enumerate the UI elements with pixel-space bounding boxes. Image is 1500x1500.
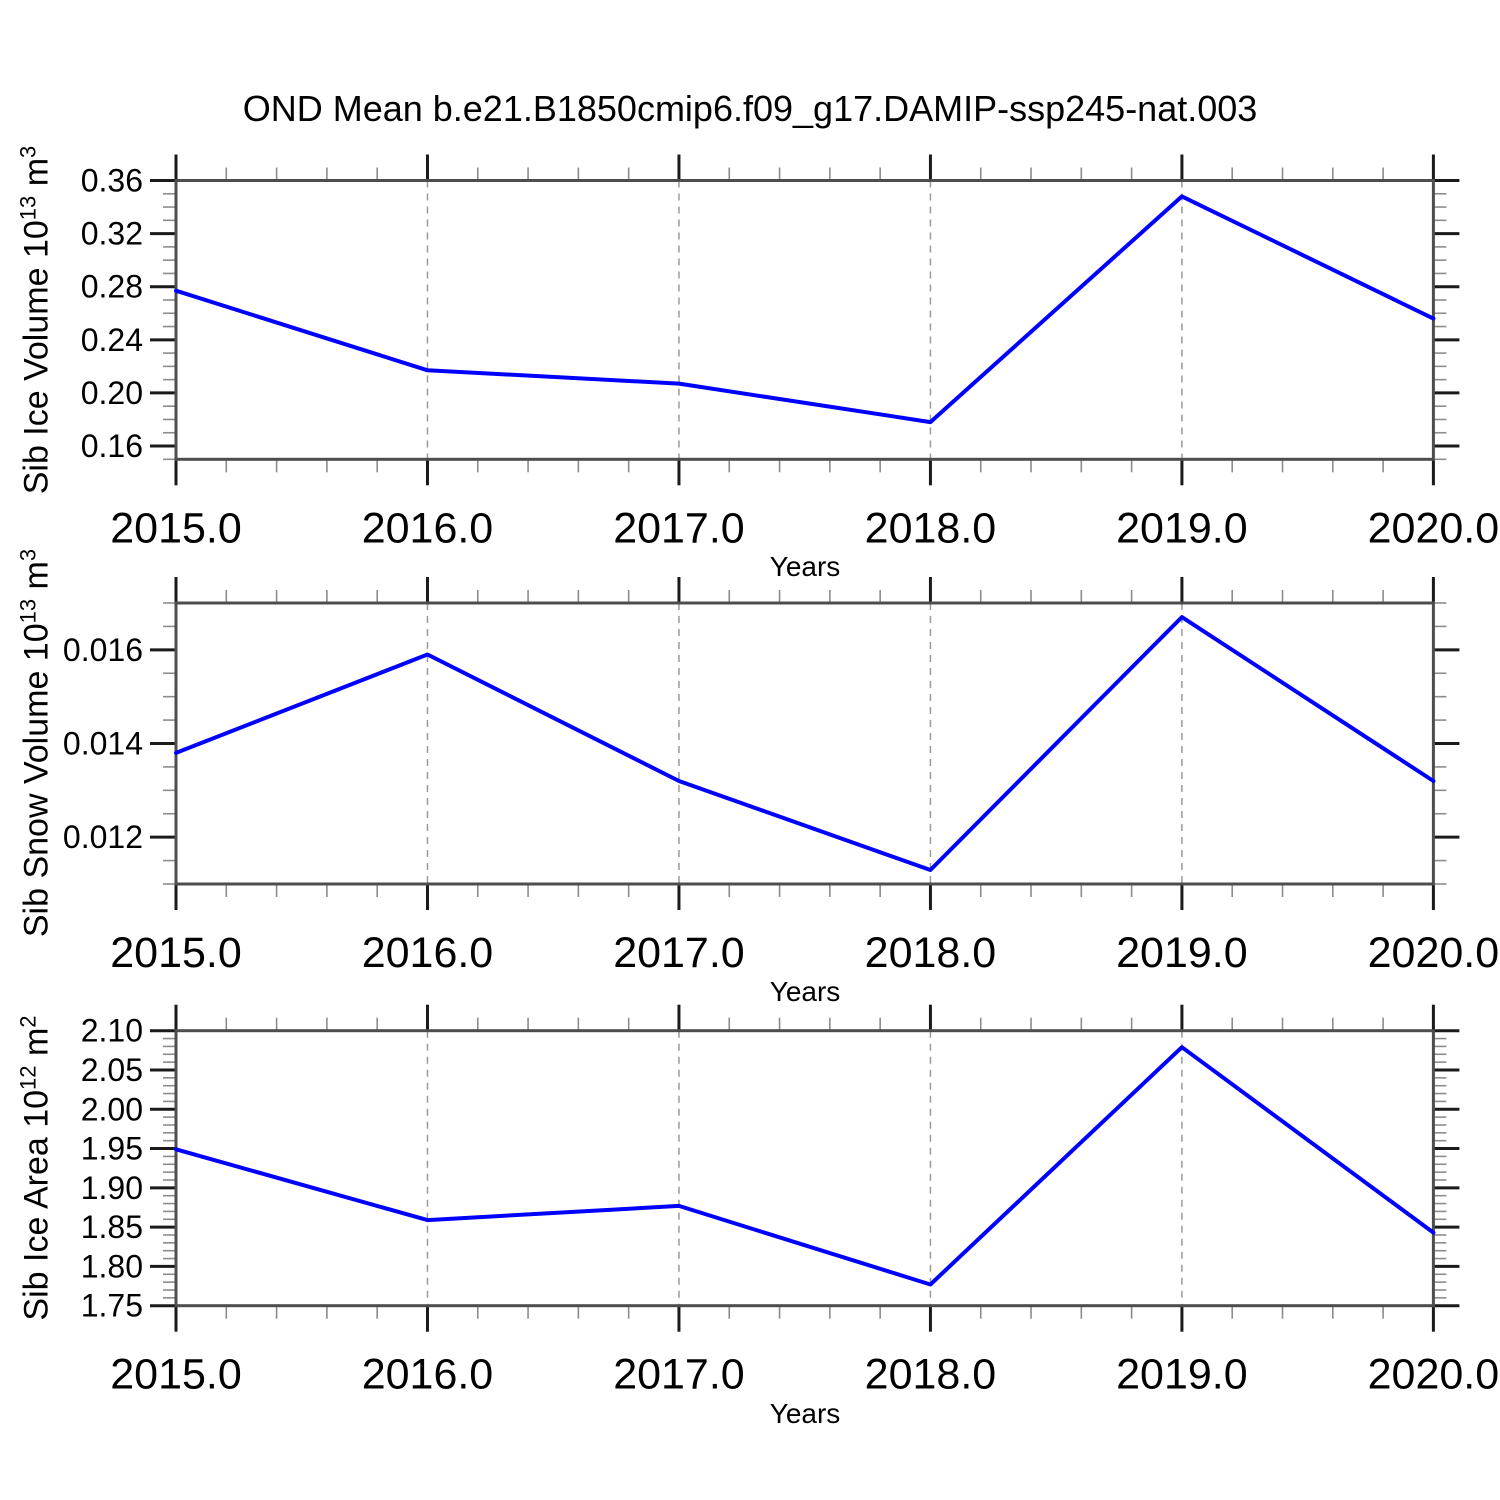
y-tick-label: 1.75 [81, 1288, 143, 1324]
x-tick-label: 2017.0 [613, 1351, 745, 1399]
x-tick-label: 2016.0 [362, 1351, 494, 1399]
x-tick-label: 2017.0 [613, 504, 745, 552]
y-tick-label: 0.20 [81, 375, 143, 411]
x-tick-label: 2020.0 [1368, 1351, 1500, 1399]
plot-frame [174, 601, 1435, 886]
y-tick-label: 0.32 [81, 216, 143, 252]
y-axis-label-exponent: 12 [15, 1065, 41, 1090]
panel-sib-snow-volume: 2015.0 2016.0 2017.0 2018.0 2019.0 2020.0 0.01… [63, 577, 1499, 977]
y-axis-label-unit: m [17, 1027, 56, 1066]
panel-sib-ice-volume: 2015.0 2016.0 2017.0 2018.0 2019.0 2020.0 0.16… [81, 154, 1500, 552]
y-tick-label: 0.24 [81, 322, 143, 358]
y-tick-label: 0.28 [81, 269, 143, 305]
x-tick-label: 2015.0 [110, 929, 242, 977]
y-axis-label-exponent: 13 [15, 598, 41, 624]
x-tick-label: 2020.0 [1368, 504, 1500, 552]
y-tick-label: 1.80 [81, 1248, 143, 1284]
x-tick-label: 2015.0 [110, 504, 242, 552]
y-axis-label-unit: m [17, 157, 56, 196]
x-axis-title: Years [769, 976, 841, 1007]
x-tick-label: 2019.0 [1116, 504, 1248, 552]
x-tick-label: 2017.0 [613, 929, 745, 977]
x-tick-label: 2015.0 [110, 1351, 242, 1399]
y-tick-label: 1.85 [81, 1209, 143, 1245]
x-tick-label: 2018.0 [865, 929, 997, 977]
y-tick-label: 2.10 [81, 1013, 143, 1049]
data-line-sib-snow-volume [174, 615, 1436, 872]
y-axis-label-text: Sib Snow Volume 10 [17, 623, 56, 938]
x-tick-label: 2018.0 [865, 504, 997, 552]
x-tick-label: 2019.0 [1116, 1351, 1248, 1399]
data-line-sib-ice-area [174, 1045, 1436, 1287]
y-axis-label-text: Sib Ice Volume 10 [17, 220, 56, 495]
y-tick-label: 0.16 [81, 428, 143, 464]
plot-frame [174, 179, 1435, 461]
data-line-sib-ice-volume [174, 194, 1436, 425]
x-tick-label: 2020.0 [1368, 929, 1500, 977]
plot-frame [174, 1029, 1435, 1308]
y-tick-label: 1.95 [81, 1131, 143, 1167]
y-axis-label-unit-exponent: 3 [15, 145, 41, 158]
x-tick-label: 2016.0 [362, 504, 494, 552]
y-axis-label-unit-exponent: 2 [15, 1015, 41, 1028]
chart-title: OND Mean b.e21.B1850cmip6.f09_g17.DAMIP-… [242, 88, 1258, 129]
y-tick-label: 0.012 [63, 819, 143, 855]
panel-sib-ice-area: 2015.0 2016.0 2017.0 2018.0 2019.0 2020.0 1.75… [81, 1004, 1500, 1399]
y-axis-label-snow-volume: Sib Snow Volume 1013 m3 [15, 549, 56, 937]
y-axis-label-ice-area: Sib Ice Area 1012 m2 [15, 1015, 56, 1320]
y-axis-label-unit-exponent: 3 [15, 548, 41, 562]
y-tick-label: 0.014 [63, 726, 143, 762]
y-tick-label: 2.05 [81, 1052, 143, 1088]
y-axis-label-ice-volume: Sib Ice Volume 1013 m3 [15, 146, 56, 495]
y-tick-label: 0.36 [81, 163, 143, 199]
x-axis-title: Years [769, 551, 841, 582]
y-tick-label: 1.90 [81, 1170, 143, 1206]
y-axis-label-text: Sib Ice Area 10 [17, 1089, 56, 1321]
y-tick-label: 2.00 [81, 1091, 143, 1127]
y-tick-label: 0.016 [63, 632, 143, 668]
x-tick-label: 2019.0 [1116, 929, 1248, 977]
x-tick-label: 2018.0 [865, 1351, 997, 1399]
y-axis-label-unit: m [17, 561, 56, 599]
x-axis-title: Years [769, 1398, 841, 1429]
y-axis-label-exponent: 13 [15, 195, 41, 221]
x-tick-label: 2016.0 [362, 929, 494, 977]
